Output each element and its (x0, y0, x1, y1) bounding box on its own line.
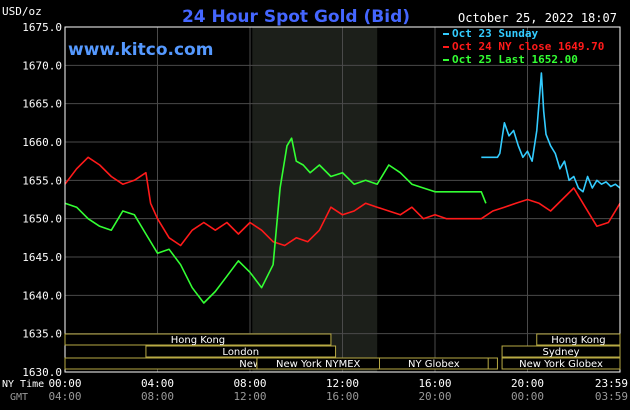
y-tick-label: 1665.0 (22, 98, 62, 111)
session-bar (64, 333, 332, 346)
session-label: New York Globex (519, 359, 603, 370)
unit-label: USD/oz (2, 5, 42, 18)
ny-time-tick: 20:00 (511, 377, 544, 390)
session-bar (536, 333, 621, 346)
session-label: London (222, 347, 259, 358)
shaded-session-region (252, 27, 378, 372)
gmt-time-tick: 03:59 (595, 390, 628, 403)
y-axis-ticks: 1675.0 1670.0 1665.0 1660.0 1655.0 1650.0 1645… (22, 21, 62, 379)
series-lines (64, 72, 621, 304)
series-line-2 (64, 137, 487, 304)
y-tick-label: 1650.0 (22, 213, 62, 226)
series-line-0 (481, 72, 621, 193)
y-tick-label: 1670.0 (22, 59, 62, 72)
session-label: Hong Kong (171, 335, 225, 346)
y-tick-label: 1640.0 (22, 289, 62, 302)
gmt-time-tick: 04:00 (48, 390, 81, 403)
y-tick-label: 1655.0 (22, 174, 62, 187)
session-label: Sydney (543, 347, 580, 358)
gmt-label: GMT (10, 392, 28, 403)
y-tick-label: 1660.0 (22, 136, 62, 149)
timestamp-label: October 25, 2022 18:07 (458, 11, 617, 25)
gmt-time-tick: 12:00 (233, 390, 266, 403)
session-bar (501, 357, 621, 370)
ny-time-tick: 16:00 (418, 377, 451, 390)
ny-time-tick: 00:00 (48, 377, 81, 390)
legend-swatch (443, 33, 449, 35)
ny-time-tick: 08:00 (233, 377, 266, 390)
time-axis: NY Time GMT 00:0004:0004:0008:0008:0012:… (2, 377, 628, 403)
gmt-time-tick: 08:00 (141, 390, 174, 403)
gmt-time-tick: 20:00 (418, 390, 451, 403)
ny-time-tick: 23:59 (595, 377, 628, 390)
legend-swatch (443, 59, 449, 61)
session-label: NY Globex (408, 359, 460, 370)
session-bar (145, 345, 337, 358)
y-tick-label: 1645.0 (22, 251, 62, 264)
ny-time-label: NY Time (2, 379, 44, 390)
plot-area (64, 26, 621, 373)
gmt-time-tick: 16:00 (326, 390, 359, 403)
session-bar (379, 357, 489, 370)
session-label: New York NYMEX (276, 359, 361, 370)
legend-entry: Oct 25 Last 1652.00 (452, 53, 578, 66)
legend-swatch (443, 46, 449, 48)
ny-time-tick: 12:00 (326, 377, 359, 390)
ny-time-tick: 04:00 (141, 377, 174, 390)
y-tick-label: 1635.0 (22, 328, 62, 341)
y-tick-label: 1675.0 (22, 21, 62, 34)
chart-title: 24 Hour Spot Gold (Bid) (182, 7, 410, 27)
y-tick-label: 1630.0 (22, 366, 62, 379)
website-watermark: www.kitco.com (68, 40, 213, 60)
legend-entry: Oct 24 NY close 1649.70 (452, 40, 604, 53)
session-bar (501, 345, 621, 358)
series-line-1 (64, 156, 621, 247)
legend-entry: Oct 23 Sunday (452, 27, 538, 40)
plot-border (64, 26, 621, 373)
gmt-time-tick: 00:00 (511, 390, 544, 403)
session-label: Hong Kong (551, 335, 605, 346)
